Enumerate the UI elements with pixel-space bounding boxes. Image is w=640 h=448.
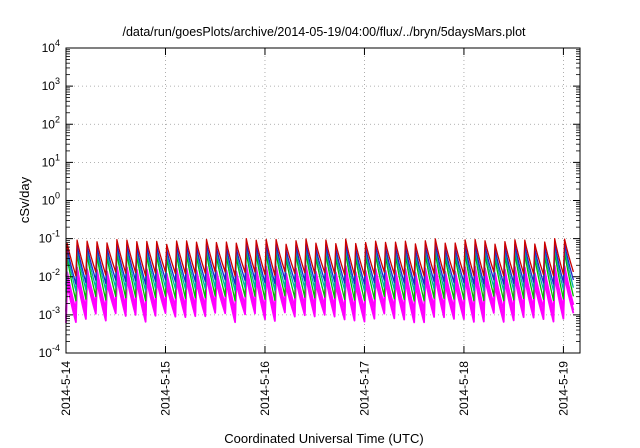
series-line-0 xyxy=(65,238,575,277)
x-tick-label: 2014-5-17 xyxy=(357,361,371,416)
y-tick-label: 100 xyxy=(42,191,60,208)
y-tick-label: 102 xyxy=(42,114,60,131)
y-axis-ticks: 10-4 10-3 10-2 10-1 100 101 102 103 104 xyxy=(39,38,580,360)
series-line-1 xyxy=(65,242,575,286)
series-line-4 xyxy=(65,264,575,312)
series-line-3 xyxy=(65,251,575,302)
y-tick-label: 104 xyxy=(42,38,60,55)
series-line-2 xyxy=(65,246,575,292)
x-axis-ticks: 2014-5-14 2014-5-15 2014-5-16 2014-5-17 2014… xyxy=(59,48,570,416)
y-tick-label: 10-3 xyxy=(39,305,60,322)
chart-title: /data/run/goesPlots/archive/2014-05-19/0… xyxy=(122,25,526,39)
y-tick-label: 103 xyxy=(42,76,60,93)
y-tick-label: 10-4 xyxy=(39,343,60,360)
x-tick-label: 2014-5-16 xyxy=(258,361,272,416)
x-axis-label: Coordinated Universal Time (UTC) xyxy=(224,431,423,446)
y-tick-label: 10-2 xyxy=(39,267,60,284)
y-tick-label: 10-1 xyxy=(39,229,60,246)
x-tick-label: 2014-5-15 xyxy=(158,361,172,416)
x-tick-label: 2014-5-14 xyxy=(59,361,73,416)
y-tick-label: 101 xyxy=(42,152,60,169)
series-line-6 xyxy=(65,274,575,324)
x-tick-label: 2014-5-18 xyxy=(457,361,471,416)
y-axis-label: cSv/day xyxy=(17,176,32,223)
x-tick-label: 2014-5-19 xyxy=(556,361,570,416)
series-group xyxy=(65,238,575,324)
